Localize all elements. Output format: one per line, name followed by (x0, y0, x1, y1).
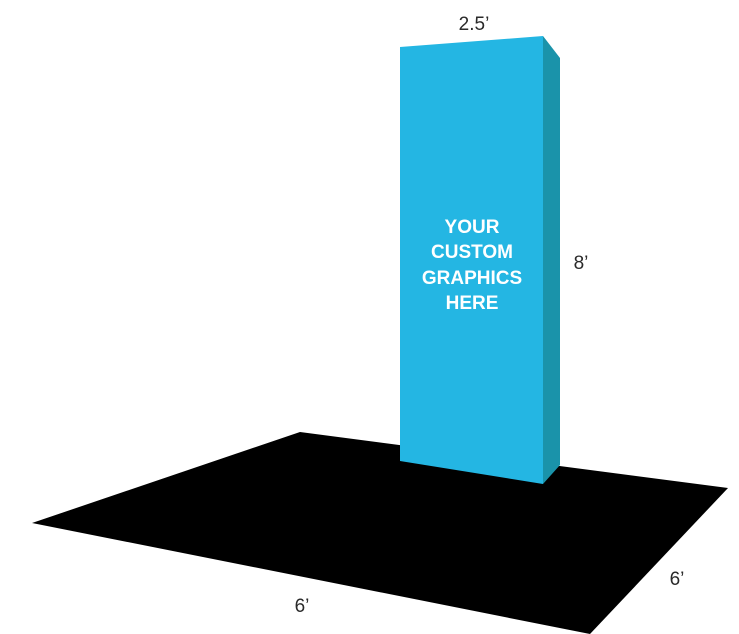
graphic-line-3: GRAPHICS (422, 268, 522, 289)
graphic-line-1: YOUR (445, 217, 500, 238)
floor-width-label: 6’ (295, 596, 310, 617)
floor-depth-label: 6’ (670, 569, 685, 590)
floor-platform (32, 432, 728, 634)
tower-height-label: 8’ (574, 253, 589, 274)
tower-front-face (400, 36, 543, 484)
graphic-line-2: CUSTOM (431, 242, 513, 263)
graphic-line-4: HERE (446, 293, 499, 314)
graphic-placeholder-text: YOUR CUSTOM GRAPHICS HERE (422, 217, 522, 314)
tower-side-face (543, 36, 560, 484)
tower-width-label: 2.5’ (459, 14, 490, 35)
